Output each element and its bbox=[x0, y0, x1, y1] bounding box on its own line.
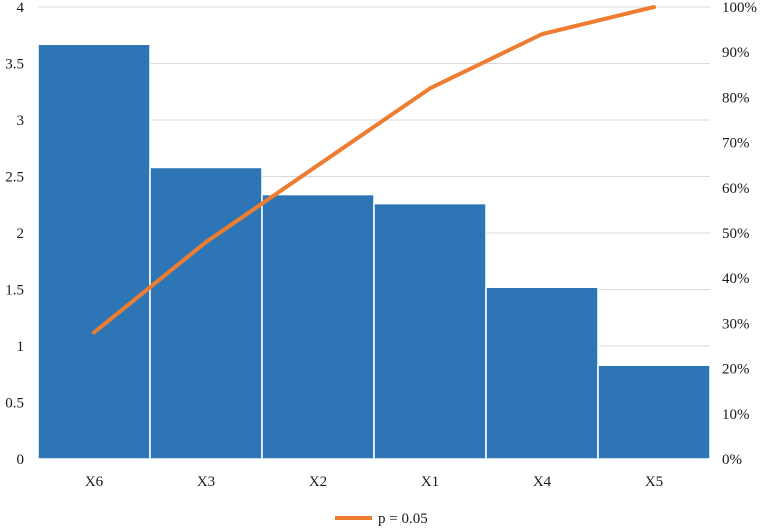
left-tick-label: 0.5 bbox=[5, 396, 24, 412]
x-tick-label: X6 bbox=[85, 474, 104, 490]
right-tick-label: 70% bbox=[722, 136, 750, 152]
x-tick-label: X5 bbox=[645, 474, 663, 490]
right-tick-label: 50% bbox=[722, 226, 750, 242]
right-tick-label: 60% bbox=[722, 181, 750, 197]
right-tick-label: 40% bbox=[722, 271, 750, 287]
bar-x6 bbox=[37, 43, 151, 460]
x-axis-ticks: X6 X3 X2 X1 X4 X5 bbox=[85, 474, 663, 490]
bars bbox=[37, 43, 711, 460]
left-tick-label: 2.5 bbox=[5, 170, 24, 186]
x-tick-label: X3 bbox=[197, 474, 215, 490]
cumulative-percent-line bbox=[92, 5, 656, 335]
right-tick-label: 100% bbox=[722, 0, 757, 16]
bar-x1 bbox=[373, 202, 487, 460]
left-tick-label: 3 bbox=[17, 113, 25, 129]
right-tick-label: 20% bbox=[722, 362, 750, 378]
left-axis-ticks: 0 0.5 1 1.5 2 2.5 3 3.5 4 bbox=[5, 0, 24, 468]
left-tick-label: 2 bbox=[17, 226, 25, 242]
bar-x2 bbox=[261, 193, 375, 460]
left-tick-label: 4 bbox=[17, 0, 25, 16]
x-tick-label: X1 bbox=[421, 474, 439, 490]
legend: p = 0.05 bbox=[335, 511, 428, 527]
right-axis-ticks: 0% 10% 20% 30% 40% 50% 60% 70% 80% 90% 100% bbox=[722, 0, 757, 468]
bar-x3 bbox=[149, 166, 263, 460]
left-tick-label: 0 bbox=[17, 452, 25, 468]
cumulative-line bbox=[92, 5, 656, 335]
right-tick-label: 0% bbox=[722, 452, 742, 468]
right-tick-label: 90% bbox=[722, 45, 750, 61]
left-tick-label: 1.5 bbox=[5, 283, 24, 299]
bar-x5 bbox=[597, 364, 711, 460]
left-tick-label: 1 bbox=[17, 339, 25, 355]
right-tick-label: 30% bbox=[722, 316, 750, 332]
bar-x4 bbox=[485, 286, 599, 460]
right-tick-label: 80% bbox=[722, 90, 750, 106]
x-tick-label: X4 bbox=[533, 474, 552, 490]
legend-label: p = 0.05 bbox=[378, 511, 428, 527]
right-tick-label: 10% bbox=[722, 407, 750, 423]
x-tick-label: X2 bbox=[309, 474, 327, 490]
left-tick-label: 3.5 bbox=[5, 57, 24, 73]
